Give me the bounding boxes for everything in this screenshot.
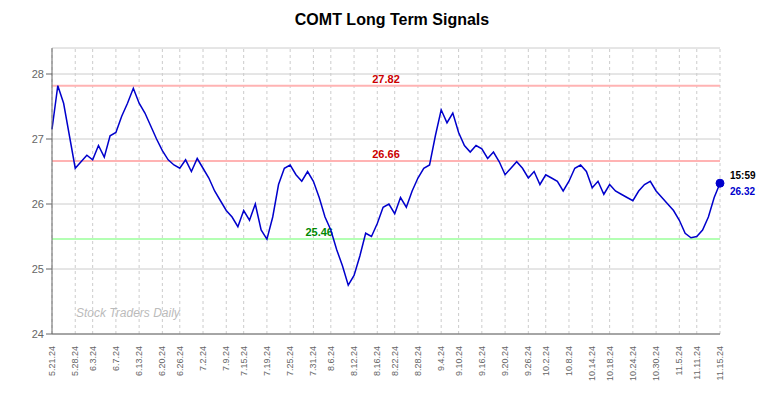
svg-text:25: 25	[32, 263, 44, 275]
svg-text:11.11.24: 11.11.24	[692, 346, 702, 380]
svg-text:8.16.24: 8.16.24	[372, 346, 382, 376]
svg-text:8.12.24: 8.12.24	[349, 346, 359, 376]
svg-text:26.66: 26.66	[372, 148, 400, 160]
svg-text:8.6.24: 8.6.24	[326, 346, 336, 371]
svg-text:6.3.24: 6.3.24	[88, 346, 98, 371]
svg-text:26.32: 26.32	[730, 186, 755, 197]
svg-text:11.5.24: 11.5.24	[674, 346, 684, 375]
svg-text:8.22.24: 8.22.24	[390, 346, 400, 376]
svg-text:5.21.24: 5.21.24	[47, 346, 57, 376]
svg-text:11.15.24: 11.15.24	[715, 346, 725, 380]
svg-text:9.4.24: 9.4.24	[436, 346, 446, 371]
svg-text:27.82: 27.82	[372, 73, 400, 85]
svg-text:10.2.24: 10.2.24	[541, 346, 551, 376]
svg-text:8.28.24: 8.28.24	[413, 346, 423, 376]
svg-text:9.16.24: 9.16.24	[477, 346, 487, 376]
svg-text:7.25.24: 7.25.24	[285, 346, 295, 376]
svg-text:6.20.24: 6.20.24	[157, 346, 167, 376]
svg-text:6.7.24: 6.7.24	[111, 346, 121, 371]
svg-text:7.19.24: 7.19.24	[262, 346, 272, 376]
svg-text:10.18.24: 10.18.24	[605, 346, 615, 381]
svg-text:7.9.24: 7.9.24	[221, 346, 231, 371]
svg-text:28: 28	[32, 68, 44, 80]
svg-text:10.30.24: 10.30.24	[651, 346, 661, 381]
html-text:Stock Traders Daily: Stock Traders Daily	[76, 306, 180, 320]
svg-text:10.8.24: 10.8.24	[564, 346, 574, 376]
svg-text:6.26.24: 6.26.24	[175, 346, 185, 376]
svg-text:9.10.24: 9.10.24	[454, 346, 464, 376]
svg-text:26: 26	[32, 198, 44, 210]
svg-text:25.46: 25.46	[305, 226, 333, 238]
svg-text:7.2.24: 7.2.24	[198, 346, 208, 371]
svg-text:10.14.24: 10.14.24	[587, 346, 597, 381]
svg-text:6.13.24: 6.13.24	[134, 346, 144, 376]
svg-text:9.26.24: 9.26.24	[523, 346, 533, 376]
svg-text:7.31.24: 7.31.24	[308, 346, 318, 376]
svg-text:15:59: 15:59	[730, 170, 756, 181]
svg-text:5.28.24: 5.28.24	[70, 346, 80, 376]
svg-text:24: 24	[32, 328, 44, 340]
svg-text:27: 27	[32, 133, 44, 145]
svg-text:9.20.24: 9.20.24	[500, 346, 510, 376]
html-text:COMT Long Term Signals: COMT Long Term Signals	[294, 11, 490, 28]
svg-text:7.15.24: 7.15.24	[239, 346, 249, 376]
svg-text:10.24.24: 10.24.24	[628, 346, 638, 381]
